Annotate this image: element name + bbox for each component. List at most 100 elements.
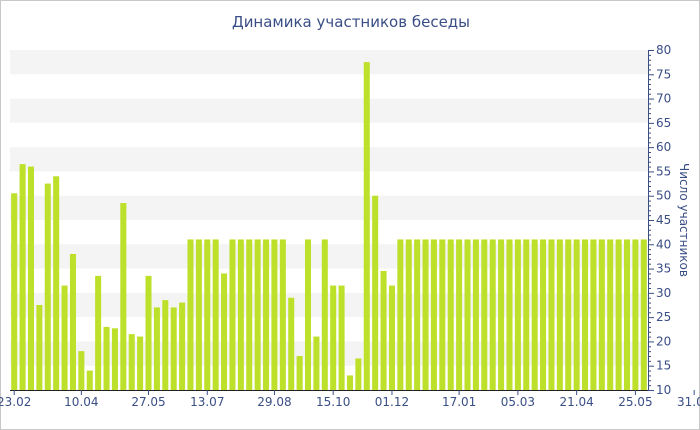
bar xyxy=(254,239,261,390)
bar xyxy=(78,351,85,390)
y-tick-label: 80 xyxy=(656,43,671,57)
bar xyxy=(153,307,160,390)
bar xyxy=(380,271,387,390)
x-axis: 23.02 10.04 27.05 13.07 29.08 15.10 01.12 17.01… xyxy=(0,390,700,409)
bar xyxy=(137,336,144,390)
bar xyxy=(263,239,270,390)
bar xyxy=(372,195,379,390)
y-tick-label: 15 xyxy=(656,359,671,373)
bar xyxy=(304,239,312,390)
x-tick-label: 27.05 xyxy=(131,395,165,409)
y-axis: 10 15 20 25 30 35 40 45 50 55 60 65 70 75 80 xyxy=(648,43,671,397)
bar xyxy=(514,239,521,390)
bar xyxy=(414,239,421,390)
x-tick-label: 29.08 xyxy=(257,395,291,409)
x-tick-label: 10.04 xyxy=(64,395,98,409)
bar xyxy=(313,336,320,390)
bar xyxy=(103,326,110,390)
y-tick-label: 20 xyxy=(656,334,671,348)
bar xyxy=(598,239,605,390)
bar xyxy=(472,239,479,390)
bar xyxy=(523,239,530,390)
y-tick-label: 30 xyxy=(656,286,671,300)
bar xyxy=(565,239,572,390)
bar xyxy=(640,239,647,390)
bar xyxy=(623,239,631,390)
x-tick-label: 25.05 xyxy=(618,395,652,409)
bar xyxy=(607,239,614,390)
bar xyxy=(187,239,194,390)
bars xyxy=(11,62,647,390)
y-axis-title: Число участников xyxy=(677,163,691,277)
bar xyxy=(430,239,437,390)
bar xyxy=(162,300,169,390)
bar xyxy=(221,273,228,390)
bar xyxy=(540,239,547,390)
bar xyxy=(506,239,513,390)
x-tick-label: 01.12 xyxy=(375,395,409,409)
bar xyxy=(44,183,51,390)
bar xyxy=(271,239,278,390)
bar xyxy=(145,275,152,390)
bar xyxy=(195,239,202,390)
y-tick-label: 55 xyxy=(656,164,671,178)
y-tick-label: 65 xyxy=(656,116,671,130)
bar xyxy=(464,239,471,390)
x-tick-label: 13.07 xyxy=(190,395,224,409)
x-tick-label: 15.10 xyxy=(316,395,350,409)
bar xyxy=(179,302,186,390)
y-tick-label: 50 xyxy=(656,189,671,203)
bar xyxy=(246,239,253,390)
bar xyxy=(422,239,429,390)
bar xyxy=(120,203,127,390)
bar xyxy=(11,193,18,390)
bar xyxy=(548,239,555,390)
x-tick-label: 05.03 xyxy=(501,395,535,409)
x-tick-label: 31.05 xyxy=(677,395,700,409)
bar xyxy=(237,239,244,390)
bar xyxy=(632,239,639,390)
bar xyxy=(489,239,496,390)
chart-title: Динамика участников беседы xyxy=(231,13,471,31)
bar xyxy=(279,239,286,390)
bar xyxy=(128,334,135,390)
bar xyxy=(36,305,43,390)
bar xyxy=(27,166,34,390)
bar xyxy=(456,239,463,390)
y-tick-label: 60 xyxy=(656,140,671,154)
bar xyxy=(204,239,211,390)
y-tick-label: 35 xyxy=(656,262,671,276)
x-tick-label: 21.04 xyxy=(559,395,593,409)
bar xyxy=(363,62,370,390)
bar xyxy=(330,285,337,390)
bar xyxy=(170,307,177,390)
bar xyxy=(95,275,102,390)
bar xyxy=(229,239,236,390)
bar xyxy=(590,239,597,390)
y-tick-label: 10 xyxy=(656,383,671,397)
bar xyxy=(615,239,622,390)
bar xyxy=(338,285,345,390)
bar xyxy=(321,239,328,390)
bar xyxy=(111,328,118,390)
bar xyxy=(69,254,76,390)
bar xyxy=(212,239,219,390)
bar xyxy=(355,358,362,390)
x-tick-label: 17.01 xyxy=(442,395,476,409)
bar xyxy=(61,285,68,390)
bar xyxy=(388,285,395,390)
bar xyxy=(573,239,580,390)
bar xyxy=(582,239,589,390)
bar xyxy=(397,239,404,390)
bar xyxy=(531,239,538,390)
bar xyxy=(19,164,26,390)
grid-band xyxy=(10,50,648,75)
y-tick-label: 40 xyxy=(656,237,671,251)
bar xyxy=(498,239,505,390)
grid-band xyxy=(10,98,648,123)
bar xyxy=(439,239,446,390)
bar xyxy=(86,370,93,390)
x-tick-label: 23.02 xyxy=(0,395,31,409)
y-tick-label: 45 xyxy=(656,213,671,227)
bar xyxy=(53,176,60,390)
